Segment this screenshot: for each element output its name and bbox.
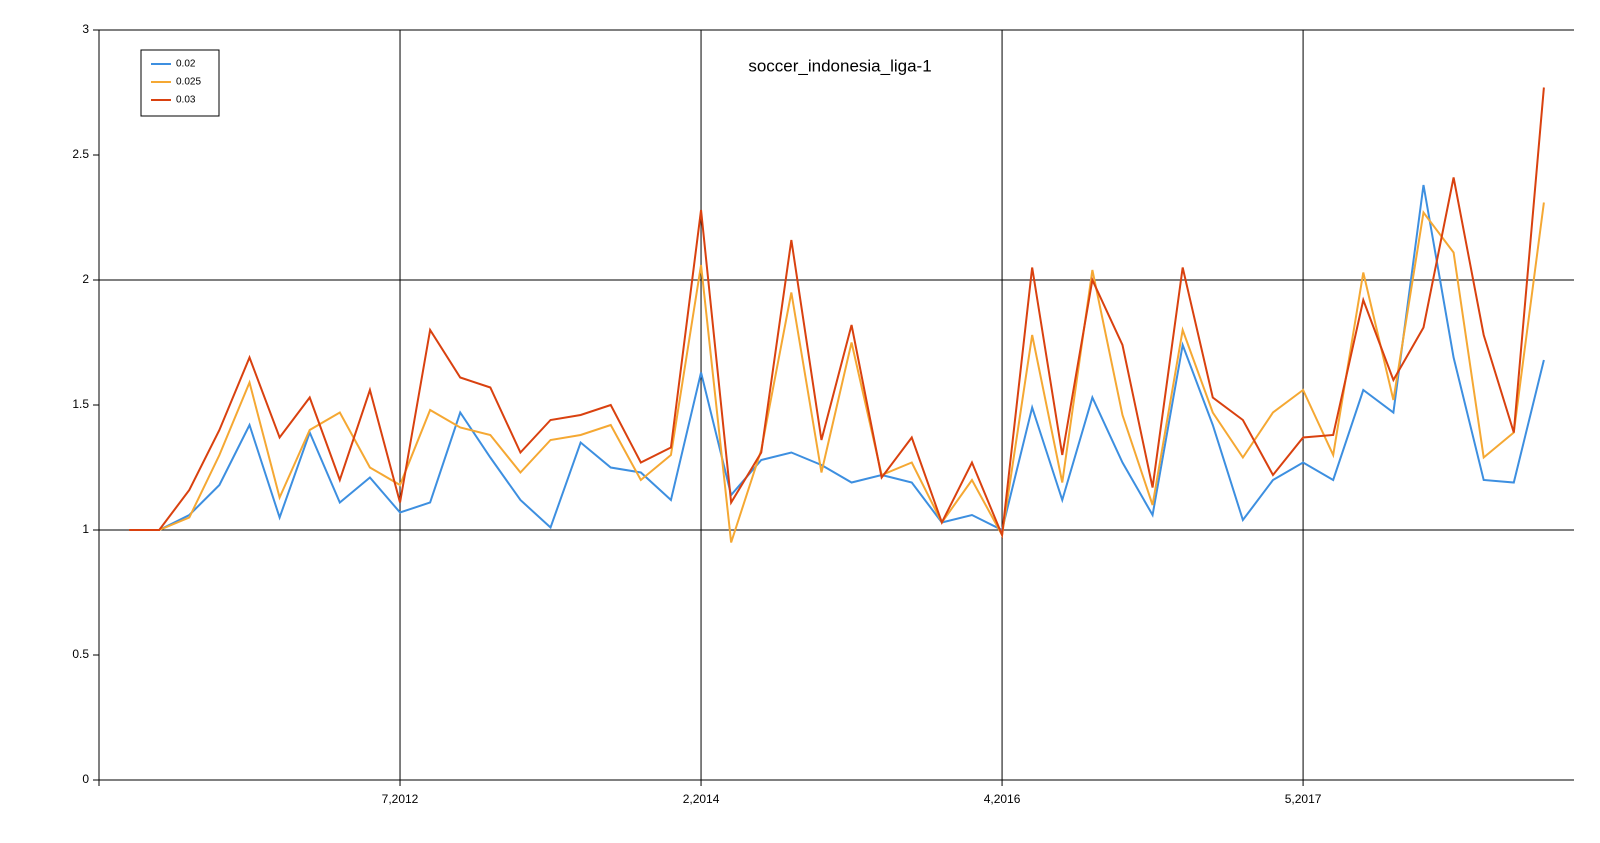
- x-tick-label: 2,2014: [683, 792, 720, 806]
- x-tick-label: 5,2017: [1285, 792, 1322, 806]
- series-line: [129, 87, 1545, 539]
- y-tick-label: 2: [82, 272, 89, 286]
- series-line: [129, 202, 1545, 543]
- y-tick-label: 1.5: [72, 397, 89, 411]
- y-tick-label: 0.5: [72, 647, 89, 661]
- legend-label: 0.025: [176, 77, 201, 88]
- x-tick-label: 4,2016: [984, 792, 1021, 806]
- series-line: [129, 184, 1545, 532]
- legend-label: 0.02: [176, 59, 196, 70]
- y-tick-label: 0: [82, 772, 89, 786]
- legend-label: 0.03: [176, 95, 196, 106]
- y-tick-label: 2.5: [72, 147, 89, 161]
- x-tick-label: 7,2012: [382, 792, 419, 806]
- y-tick-label: 1: [82, 522, 89, 536]
- y-tick-label: 3: [82, 22, 89, 36]
- chart-title: soccer_indonesia_liga-1: [748, 56, 931, 75]
